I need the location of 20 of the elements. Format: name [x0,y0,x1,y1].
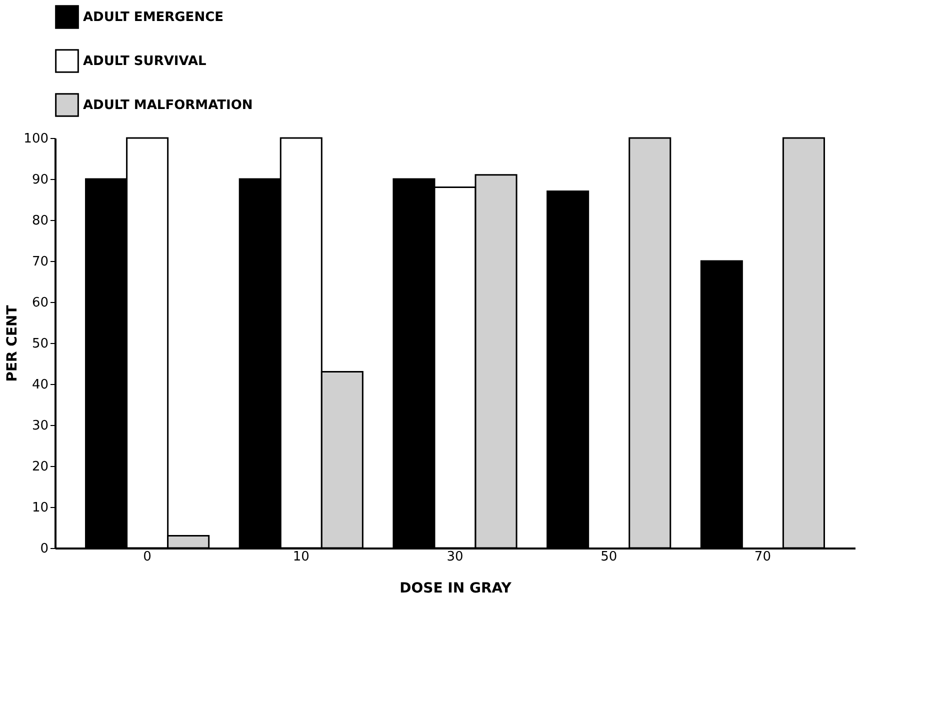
x-tick-label: 30 [446,550,464,564]
y-tick-label: 80 [32,214,48,228]
x-tick-label: 10 [292,550,310,564]
y-axis-title: PER CENT [4,304,21,382]
y-tick-label: 100 [24,132,48,146]
x-tick-label: 0 [143,550,152,564]
y-tick-label: 10 [32,500,48,516]
legend-label: ADULT SURVIVAL [83,54,206,69]
y-tick-label: 70 [32,254,48,270]
x-axis-title: DOSE IN GRAY [400,580,512,596]
y-tick-label: 90 [32,172,48,188]
y-tick-label: 30 [32,418,48,434]
x-tick-label: 70 [754,550,771,564]
legend-label: ADULT MALFORMATION [83,98,253,113]
y-tick-label: 60 [32,296,48,310]
legend-label: ADULT EMERGENCE [83,10,224,25]
x-tick-label: 50 [600,550,618,564]
y-tick-label: 20 [32,460,48,474]
y-tick-label: 40 [32,378,48,392]
y-tick-label: 50 [32,336,48,352]
